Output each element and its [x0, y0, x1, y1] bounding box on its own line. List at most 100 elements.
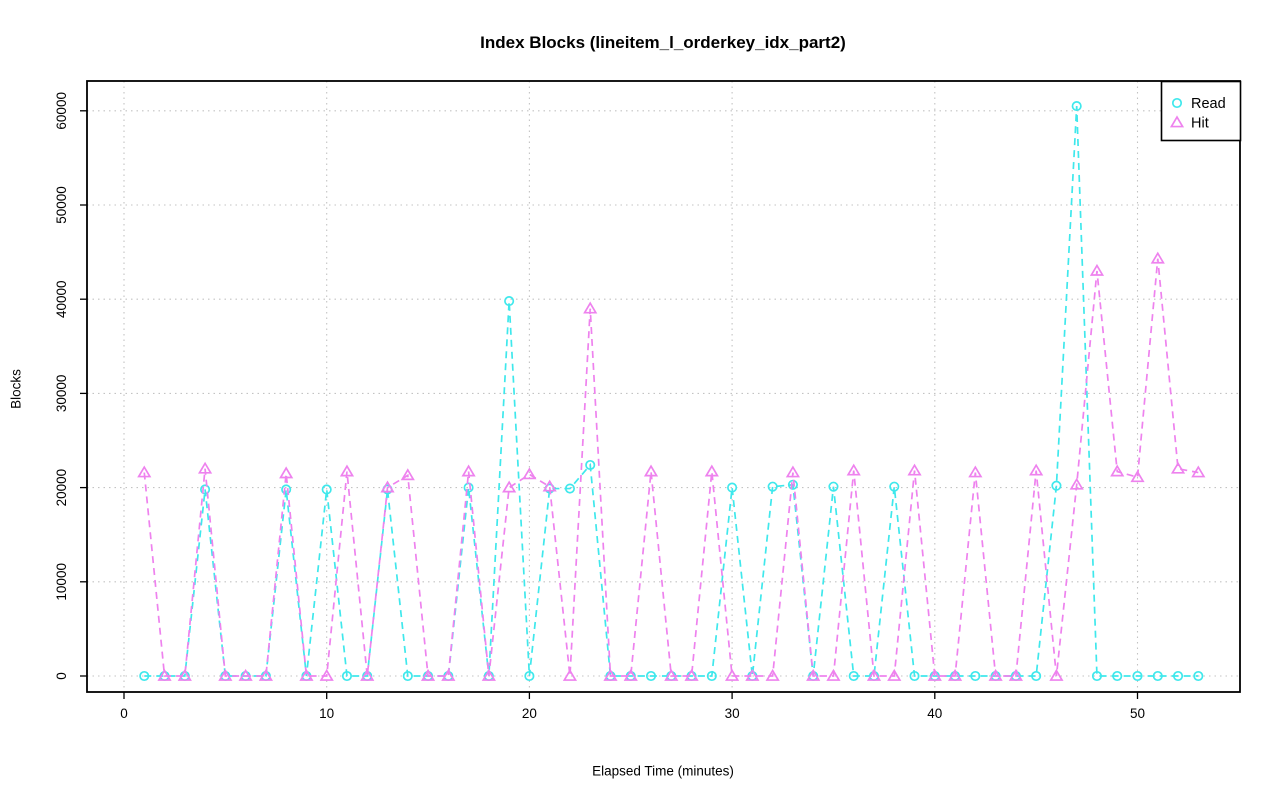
hit-point-icon — [137, 465, 152, 478]
hit-point-icon — [441, 668, 456, 681]
hit-point-icon — [1089, 263, 1105, 276]
legend-item-hit: Hit — [1169, 115, 1209, 132]
legend-item-read: Read — [1171, 96, 1226, 112]
read-point-icon — [1031, 670, 1042, 682]
read-series — [139, 101, 1204, 682]
read-point-icon — [139, 670, 150, 682]
hit-point-icon — [339, 464, 355, 477]
hit-point-icon — [562, 668, 578, 681]
read-point-icon — [909, 670, 920, 682]
hit-point-icon — [907, 463, 922, 476]
read-point-icon — [848, 670, 859, 682]
hit-point-icon — [502, 480, 517, 493]
read-point-icon — [281, 484, 292, 495]
read-point-icon — [585, 459, 596, 471]
y-tick-label: 20000 — [54, 469, 69, 507]
hit-point-icon — [238, 668, 253, 681]
read-point-icon — [1112, 670, 1123, 682]
hit-point-icon — [826, 668, 841, 681]
hit-point-icon — [1130, 470, 1145, 483]
hit-point-icon — [279, 466, 294, 479]
hit-point-icon — [1169, 115, 1185, 128]
hit-point-icon — [745, 668, 760, 681]
hit-point-icon — [542, 479, 557, 492]
hit-point-icon — [1191, 465, 1206, 478]
x-axis-label: Elapsed Time (minutes) — [592, 763, 734, 779]
read-point-icon — [767, 481, 778, 492]
x-tick-label: 0 — [120, 706, 128, 721]
y-tick-label: 10000 — [54, 563, 69, 601]
read-point-icon — [402, 670, 413, 682]
read-point-icon — [727, 482, 738, 493]
legend: Read Hit — [1160, 80, 1242, 142]
hit-point-icon — [299, 668, 314, 681]
hit-point-icon — [866, 668, 882, 681]
hit-series-line — [143, 258, 1199, 677]
read-point-icon — [1091, 670, 1103, 682]
read-point-icon — [970, 670, 981, 682]
y-axis-label: Blocks — [8, 369, 24, 409]
read-series-line — [144, 106, 1199, 677]
hit-point-icon — [400, 468, 415, 481]
hit-point-icon — [1150, 251, 1165, 264]
hit-point-icon — [684, 668, 699, 681]
hit-point-icon — [785, 465, 801, 478]
read-point-icon — [463, 482, 474, 493]
read-point-icon — [1171, 97, 1183, 109]
read-point-icon — [645, 670, 657, 682]
read-point-icon — [706, 670, 717, 682]
hit-point-icon — [1110, 464, 1125, 477]
hit-point-icon — [765, 668, 780, 681]
hit-point-icon — [420, 668, 436, 681]
hit-point-icon — [643, 464, 659, 477]
x-tick-label: 20 — [522, 706, 537, 721]
hit-point-icon — [157, 668, 172, 681]
x-axis: 0 10 20 30 40 50 — [120, 692, 1145, 721]
hit-point-icon — [1170, 461, 1186, 474]
y-tick-label: 30000 — [54, 375, 69, 413]
read-point-icon — [889, 481, 900, 492]
x-tick-label: 10 — [319, 706, 334, 721]
legend-label: Hit — [1191, 116, 1209, 132]
hit-point-icon — [258, 668, 273, 681]
hit-point-icon — [218, 668, 233, 681]
hit-point-icon — [380, 480, 395, 493]
y-tick-label: 60000 — [54, 92, 69, 130]
hit-point-icon — [947, 668, 963, 681]
hit-point-icon — [664, 668, 679, 681]
read-point-icon — [828, 481, 839, 492]
x-tick-label: 40 — [927, 706, 942, 721]
hit-point-icon — [725, 668, 740, 681]
read-point-icon — [1172, 670, 1184, 682]
read-point-icon — [200, 484, 211, 495]
hit-point-icon — [177, 668, 192, 681]
hit-point-icon — [461, 464, 476, 477]
read-point-icon — [1152, 670, 1163, 682]
y-axis: 0 10000 20000 30000 40000 50000 60000 — [54, 92, 87, 680]
hit-point-icon — [583, 301, 598, 314]
read-point-icon — [321, 484, 332, 495]
hit-point-icon — [988, 668, 1003, 681]
hit-point-icon — [806, 668, 821, 681]
read-point-icon — [504, 296, 515, 307]
hit-point-icon — [846, 463, 861, 476]
read-point-icon — [1193, 670, 1204, 682]
hit-point-icon — [1069, 477, 1084, 490]
gridlines — [87, 81, 1240, 692]
read-point-icon — [1071, 101, 1082, 112]
hit-point-icon — [1049, 668, 1064, 681]
hit-point-icon — [927, 668, 942, 681]
read-point-icon — [1132, 670, 1143, 682]
legend-box — [1160, 80, 1242, 142]
plot-border — [86, 80, 1241, 693]
hit-series — [137, 251, 1206, 681]
hit-point-icon — [704, 464, 719, 477]
hit-point-icon — [197, 461, 213, 474]
hit-point-icon — [1008, 668, 1023, 681]
hit-point-icon — [623, 668, 638, 681]
chart-title: Index Blocks (lineitem_l_orderkey_idx_pa… — [480, 33, 846, 52]
read-point-icon — [524, 670, 535, 682]
hit-point-icon — [1029, 463, 1044, 476]
